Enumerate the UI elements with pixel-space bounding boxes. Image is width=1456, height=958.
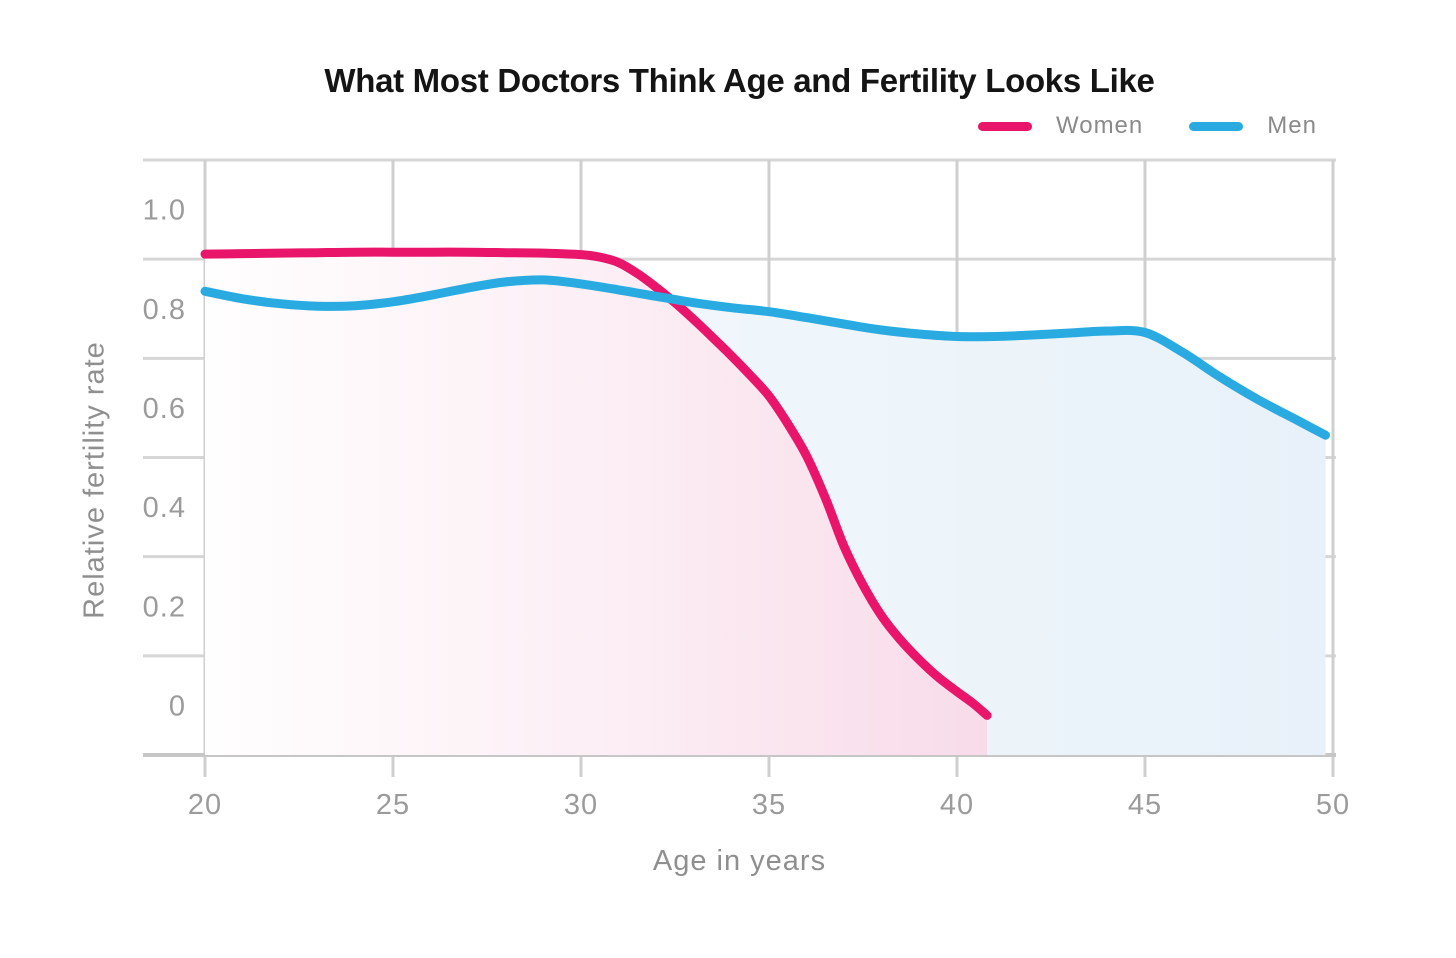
x-tick-label: 35 [752,789,786,821]
x-tick-label: 20 [188,789,222,821]
y-axis-title: Relative fertility rate [78,341,111,619]
x-tick-label: 25 [376,789,410,821]
x-axis-title: Age in years [652,845,827,877]
x-tick-label: 50 [1316,789,1350,821]
legend-label-men: Men [1267,112,1317,139]
tick-labels: 1.0 0.8 0.6 0.4 0.2 0 20 25 30 35 40 45 50 [143,195,1350,821]
legend-swatch-men [1189,121,1244,131]
y-tick-label: 0.4 [143,492,186,524]
legend-label-women: Women [1056,112,1144,139]
women-area [205,252,988,755]
chart-title: What Most Doctors Think Age and Fertilit… [324,62,1155,99]
legend-swatch-women [978,121,1032,131]
y-tick-label: 0.6 [143,393,186,425]
women-line [200,247,992,720]
legend-item-women: Women [978,112,1143,140]
x-tick-label: 45 [1128,789,1162,821]
y-tick-label: 0 [169,690,186,722]
x-tick-label: 40 [940,789,974,821]
y-tick-label: 0.2 [143,591,186,623]
legend-item-men: Men [1189,112,1317,140]
chart-legend: Women Men [978,112,1317,140]
y-tick-label: 0.8 [143,294,186,326]
x-tick-label: 30 [564,789,598,821]
men-line [200,275,1330,440]
y-tick-label: 1.0 [143,195,186,227]
